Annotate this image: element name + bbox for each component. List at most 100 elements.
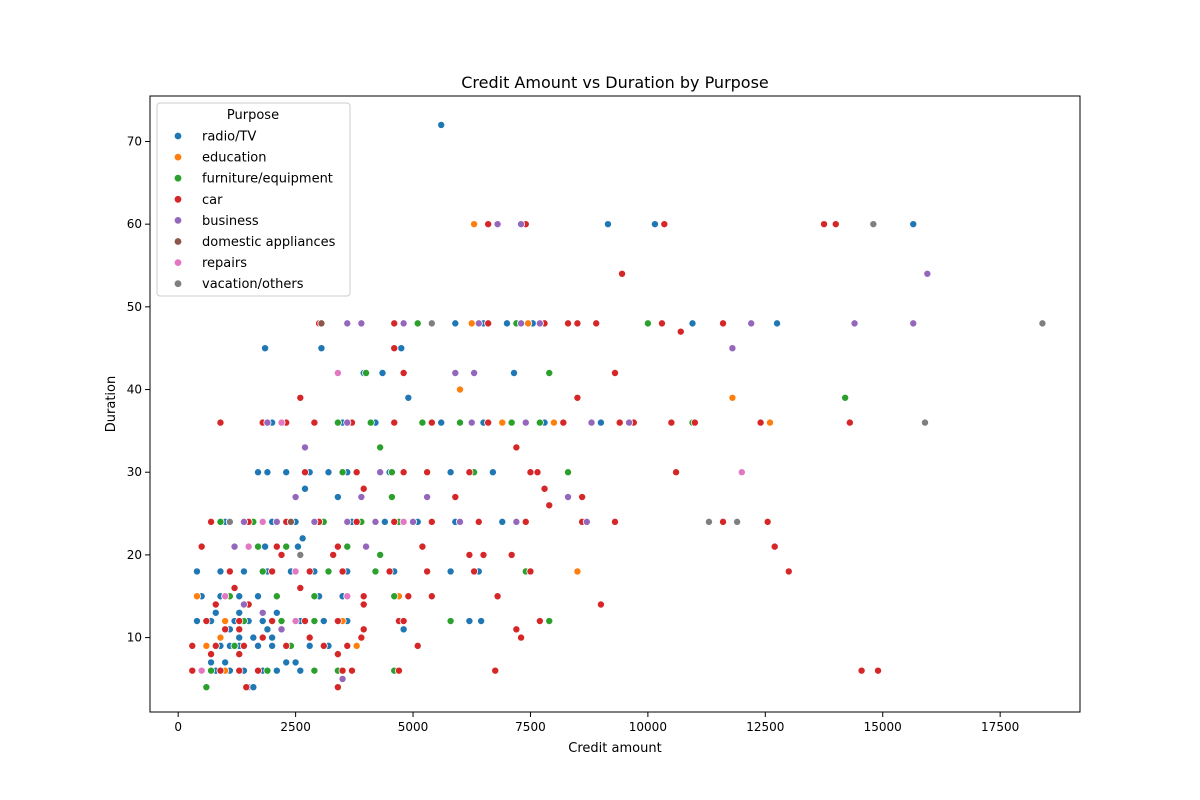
data-point [477,617,486,626]
data-point [310,418,319,427]
data-point [667,418,676,427]
data-point [747,319,756,328]
data-point [498,418,507,427]
data-point [291,567,300,576]
data-point [521,418,530,427]
data-point [676,327,685,336]
data-point [404,592,413,601]
data-point [615,418,624,427]
legend-label: car [202,193,223,208]
data-point [573,567,582,576]
data-point [235,625,244,634]
data-point [507,550,516,559]
data-point [455,418,464,427]
data-point [909,220,918,229]
data-point [484,220,493,229]
data-point [277,418,286,427]
data-point [343,517,352,526]
data-point [296,666,305,675]
data-point [216,567,225,576]
y-tick-label: 40 [127,383,142,397]
data-point [493,592,502,601]
data-point [319,617,328,626]
data-point [277,550,286,559]
data-point [329,550,338,559]
data-point [455,385,464,394]
data-point [197,542,206,551]
data-point [465,550,474,559]
data-point [820,220,829,229]
data-point [338,674,347,683]
data-point [305,641,314,650]
data-point [333,418,342,427]
data-point [611,517,620,526]
data-point [660,220,669,229]
data-point [263,468,272,477]
data-point [923,269,932,278]
data-point [390,319,399,328]
data-point [207,658,216,667]
data-point [366,418,375,427]
data-point [272,666,281,675]
data-point [510,368,519,377]
data-point [338,666,347,675]
data-point [784,567,793,576]
data-point [517,633,526,642]
y-axis-ticks: 10 20 30 40 50 60 70 [127,134,150,645]
data-point [465,617,474,626]
data-point [333,683,342,692]
x-tick-label: 2500 [280,720,311,734]
legend-label: business [202,214,259,229]
data-point [371,567,380,576]
data-point [324,567,333,576]
data-point [399,368,408,377]
data-point [427,319,436,328]
data-point [207,517,216,526]
legend-marker [173,258,183,267]
data-point [319,641,328,650]
data-point [376,468,385,477]
y-tick-label: 50 [127,300,142,314]
data-point [719,517,728,526]
data-point [446,567,455,576]
data-point [399,617,408,626]
data-point [409,517,418,526]
data-point [587,418,596,427]
data-point [254,542,263,551]
data-point [657,319,666,328]
data-point [263,625,272,634]
points-layer [188,120,1047,692]
data-point [258,567,267,576]
legend-marker [173,131,183,141]
data-point [272,608,281,617]
data-point [451,493,460,502]
data-point [192,592,201,601]
y-tick-label: 70 [127,134,142,148]
data-point [592,319,601,328]
data-point [378,368,387,377]
data-point [387,493,396,502]
data-point [399,517,408,526]
data-point [524,319,533,328]
data-point [517,220,526,229]
data-point [535,617,544,626]
legend-marker [173,152,183,162]
data-point [874,666,883,675]
data-point [397,344,406,353]
data-point [277,625,286,634]
data-point [197,666,206,675]
data-point [479,550,488,559]
data-point [300,468,309,477]
data-point [451,368,460,377]
data-point [282,641,291,650]
data-point [573,393,582,402]
data-point [216,517,225,526]
data-point [763,517,772,526]
y-tick-label: 30 [127,465,142,479]
data-point [845,418,854,427]
data-point [300,443,309,452]
data-point [549,418,558,427]
data-point [517,319,526,328]
data-point [216,666,225,675]
data-point [390,418,399,427]
